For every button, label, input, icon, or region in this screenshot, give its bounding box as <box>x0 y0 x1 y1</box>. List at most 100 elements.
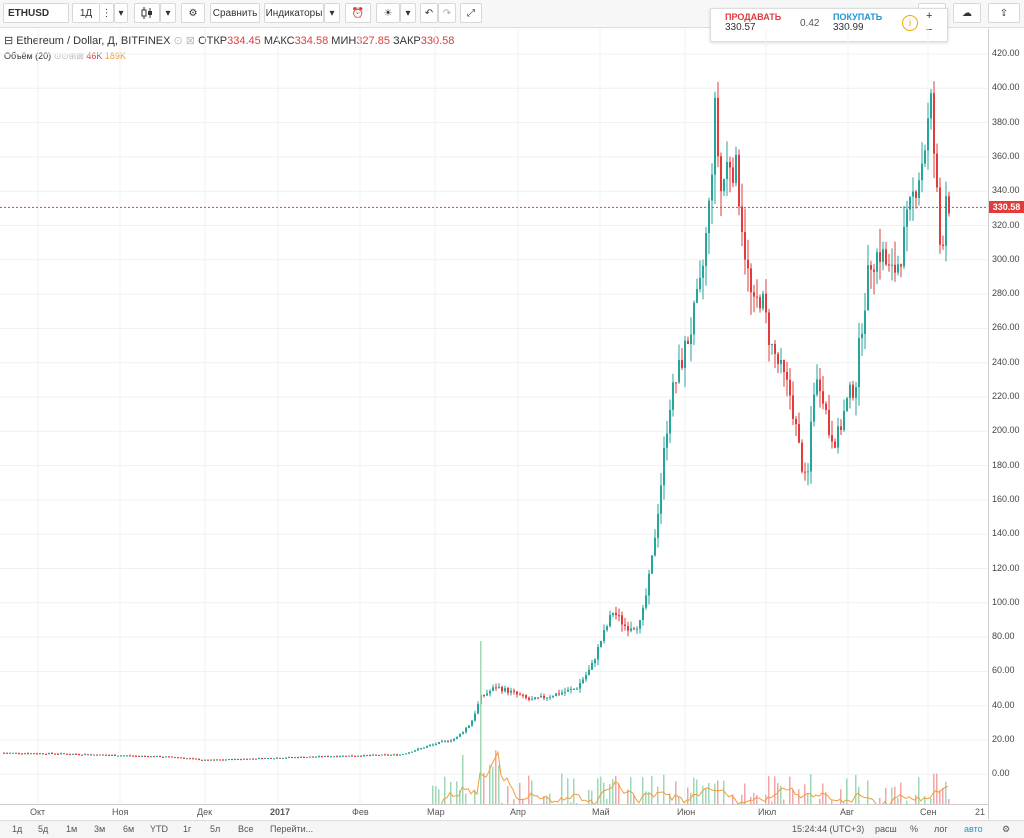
redo-icon[interactable]: ↷ <box>438 3 456 23</box>
percent-button[interactable]: % <box>910 824 918 834</box>
candle-body <box>939 187 941 244</box>
candle-body <box>252 759 254 760</box>
price-tick-label: 420.00 <box>992 48 1020 58</box>
period-button[interactable]: 3м <box>94 824 105 834</box>
candle-body <box>501 687 503 691</box>
chevron-down-icon[interactable]: ▾ <box>114 3 128 23</box>
candle-body <box>144 756 146 757</box>
period-button[interactable]: 5д <box>38 824 48 834</box>
candle-body <box>300 757 302 758</box>
candle-body <box>792 395 794 419</box>
candle-body <box>294 757 296 758</box>
spread-value: 0.42 <box>800 18 819 29</box>
candle-body <box>492 687 494 691</box>
candle-body <box>834 442 836 448</box>
period-button[interactable]: Все <box>238 824 254 834</box>
candle-body <box>840 426 842 430</box>
sell-label: ПРОДАВАТЬ <box>725 12 781 22</box>
candle-body <box>243 759 245 760</box>
candle-body <box>48 753 50 754</box>
chevron-down-icon[interactable]: ▾ <box>160 3 176 23</box>
candle-body <box>168 756 170 757</box>
candle-body <box>717 98 719 156</box>
candle-body <box>861 334 863 338</box>
compare-button[interactable]: Сравнить <box>210 3 260 23</box>
candle-body <box>660 485 662 513</box>
gear-icon[interactable]: ⚙ <box>1002 824 1010 835</box>
candle-body <box>411 752 413 753</box>
candle-body <box>147 756 149 757</box>
chevron-down-icon[interactable]: ▾ <box>400 3 416 23</box>
candle-body <box>129 755 131 756</box>
candle-body <box>432 744 434 745</box>
candle-body <box>141 756 143 757</box>
candle-body <box>669 410 671 434</box>
price-chart[interactable] <box>0 29 988 819</box>
volume-bar <box>480 641 482 819</box>
candle-body <box>762 294 764 309</box>
candle-body <box>825 404 827 410</box>
gear-icon[interactable]: ⚙ <box>181 3 205 23</box>
candle-body <box>102 754 104 755</box>
candle-body <box>942 245 944 246</box>
candle-body <box>390 755 392 756</box>
chevron-down-icon[interactable]: ▾ <box>324 3 340 23</box>
period-button[interactable]: 5л <box>210 824 220 834</box>
period-button[interactable]: 1г <box>183 824 191 834</box>
log-button[interactable]: лог <box>934 824 948 834</box>
zoom-in-button[interactable]: + <box>926 10 932 22</box>
candle-body <box>558 693 560 694</box>
period-button[interactable]: Перейти... <box>270 824 313 834</box>
candle-body <box>936 154 938 188</box>
candle-body <box>156 756 158 757</box>
undo-icon[interactable]: ↶ <box>420 3 438 23</box>
candle-body <box>900 264 902 266</box>
candle-body <box>246 759 248 760</box>
candle-body <box>165 756 167 757</box>
candle-body <box>756 297 758 298</box>
price-tick-label: 400.00 <box>992 82 1020 92</box>
candle-body <box>642 608 644 620</box>
candle-body <box>810 422 812 472</box>
candle-body <box>399 755 401 756</box>
candle-body <box>567 690 569 692</box>
candle-body <box>837 426 839 447</box>
candle-body <box>657 514 659 538</box>
auto-button[interactable]: авто <box>964 824 983 834</box>
candle-body <box>408 752 410 753</box>
period-button[interactable]: YTD <box>150 824 168 834</box>
indicators-button[interactable]: Индикаторы <box>264 3 324 23</box>
upload-cloud-icon[interactable]: ⇪ <box>988 3 1020 23</box>
interval-button[interactable]: 1Д <box>72 3 100 23</box>
period-button[interactable]: 1м <box>66 824 77 834</box>
alert-clock-icon[interactable]: ⏰ <box>345 3 371 23</box>
candle-body <box>240 759 242 760</box>
time-tick-label: Апр <box>510 807 526 817</box>
fullscreen-icon[interactable]: ⤢ <box>460 3 482 23</box>
candle-body <box>846 398 848 411</box>
candle-body <box>507 688 509 693</box>
time-tick-label: Авг <box>840 807 854 817</box>
candle-body <box>153 756 155 757</box>
candle-body <box>414 750 416 751</box>
period-button[interactable]: 6м <box>123 824 134 834</box>
period-button[interactable]: 1д <box>12 824 22 834</box>
candle-body <box>924 150 926 163</box>
session-button[interactable]: расш <box>875 824 897 834</box>
time-tick-label: Фев <box>352 807 369 817</box>
candle-body <box>684 341 686 368</box>
cloud-icon[interactable]: ☁ <box>953 3 981 23</box>
candle-body <box>675 382 677 383</box>
symbol-input[interactable]: ETHUSD <box>3 3 69 23</box>
candle-body <box>84 754 86 755</box>
candle-body <box>456 737 458 739</box>
interval-menu-icon[interactable]: ⋮ <box>100 3 114 23</box>
candle-body <box>120 756 122 757</box>
candle-body <box>381 754 383 755</box>
candle-body <box>750 268 752 292</box>
candles-icon[interactable] <box>134 3 160 23</box>
candle-body <box>690 334 692 344</box>
lightbulb-icon[interactable]: ☀ <box>376 3 400 23</box>
